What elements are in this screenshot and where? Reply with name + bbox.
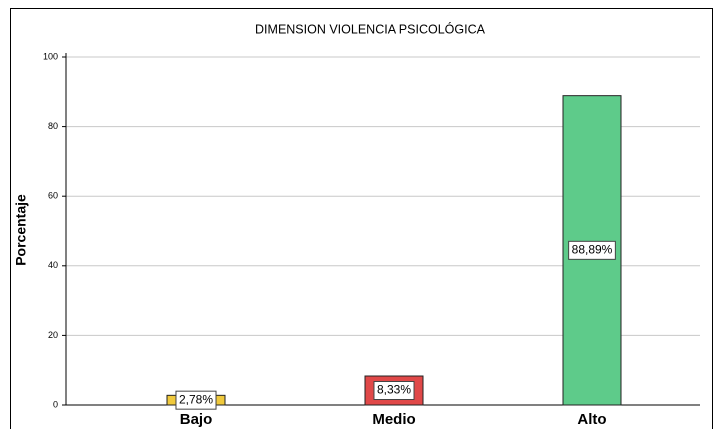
chart-title: DIMENSION VIOLENCIA PSICOLÓGICA — [255, 21, 486, 36]
x-tick-label: Alto — [577, 411, 606, 428]
x-tick-label: Bajo — [180, 411, 213, 428]
data-label: 2,78% — [179, 392, 213, 406]
y-tick-label: 40 — [48, 260, 58, 270]
y-tick-label: 60 — [48, 191, 58, 201]
y-tick-label: 0 — [53, 399, 58, 409]
x-tick-label: Medio — [372, 411, 415, 428]
data-label-box — [568, 240, 616, 260]
y-tick-label: 20 — [48, 330, 58, 340]
y-tick-label: 100 — [43, 51, 58, 61]
data-label-box — [175, 390, 217, 410]
data-label: 88,89% — [572, 243, 613, 257]
data-label: 8,33% — [377, 383, 411, 397]
y-tick-label: 80 — [48, 121, 58, 131]
data-label-box — [373, 381, 415, 401]
y-axis-label: Porcentaje — [13, 194, 29, 266]
